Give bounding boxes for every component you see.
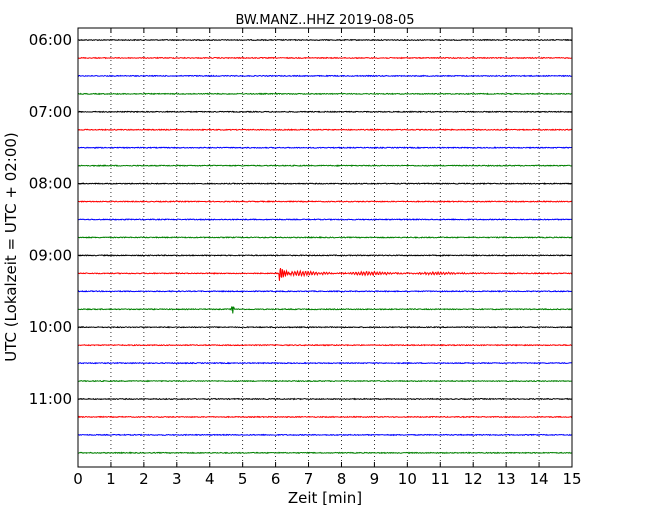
seismogram-trace: [77, 110, 573, 114]
x-tick-label: 1: [106, 470, 116, 488]
seismogram-trace: [77, 415, 573, 419]
chart-title: BW.MANZ..HHZ 2019-08-05: [235, 13, 414, 28]
seismogram-trace: [77, 433, 573, 437]
seismogram-trace: [77, 92, 573, 96]
seismogram-trace: [77, 254, 573, 257]
x-tick-label: 7: [304, 470, 314, 488]
seismogram-trace: [77, 289, 573, 293]
x-tick-label: 10: [398, 470, 417, 488]
x-tick-label: 4: [205, 470, 215, 488]
x-tick-label: 9: [370, 470, 380, 488]
traces: [77, 38, 573, 455]
seismogram-trace: [77, 146, 573, 149]
seismogram-trace: [77, 325, 573, 329]
x-tick-label: 0: [73, 470, 83, 488]
seismogram-trace: [77, 397, 573, 401]
x-tick-label: 13: [497, 470, 516, 488]
x-tick-label: 8: [337, 470, 347, 488]
seismogram-trace: [77, 306, 573, 314]
seismogram-trace: [77, 218, 573, 221]
x-ticks: 0 1 2 3 4 5 6 7 8 9 10 11 12 13 14 15: [73, 28, 582, 488]
seismogram-trace: [77, 451, 573, 455]
seismogram-trace: [77, 379, 573, 383]
seismogram-trace: [77, 343, 573, 347]
y-tick-label: 09:00: [29, 246, 72, 264]
y-tick-label: 10:00: [29, 318, 72, 336]
x-tick-label: 5: [238, 470, 248, 488]
y-tick-label: 07:00: [29, 103, 72, 121]
seismogram-trace: [77, 236, 573, 239]
x-axis-label: Zeit [min]: [288, 489, 362, 507]
seismogram-trace: [77, 38, 573, 42]
x-tick-label: 12: [464, 470, 483, 488]
seismogram-trace: [77, 56, 573, 60]
x-tick-label: 2: [139, 470, 149, 488]
seismogram-trace: [77, 182, 573, 185]
plot-frame: [77, 27, 573, 468]
seismogram-trace: [77, 361, 573, 365]
y-tick-label: 11:00: [29, 390, 72, 408]
seismogram-trace: [77, 164, 573, 167]
x-tick-label: 14: [530, 470, 549, 488]
y-tick-label: 06:00: [29, 31, 72, 49]
seismogram-trace: [77, 267, 573, 281]
x-tick-label: 11: [431, 470, 450, 488]
y-tick-label: 08:00: [29, 175, 72, 193]
seismogram-trace: [77, 128, 573, 132]
seismogram-trace: [77, 200, 573, 203]
x-tick-label: 15: [562, 470, 581, 488]
y-axis-label: UTC (Lokalzeit = UTC + 02:00): [2, 132, 20, 362]
x-tick-label: 3: [172, 470, 182, 488]
seismogram-trace: [77, 74, 573, 78]
x-tick-label: 6: [271, 470, 281, 488]
y-ticks: 06:00 07:00 08:00 09:00 10:00 11:00: [29, 31, 572, 408]
